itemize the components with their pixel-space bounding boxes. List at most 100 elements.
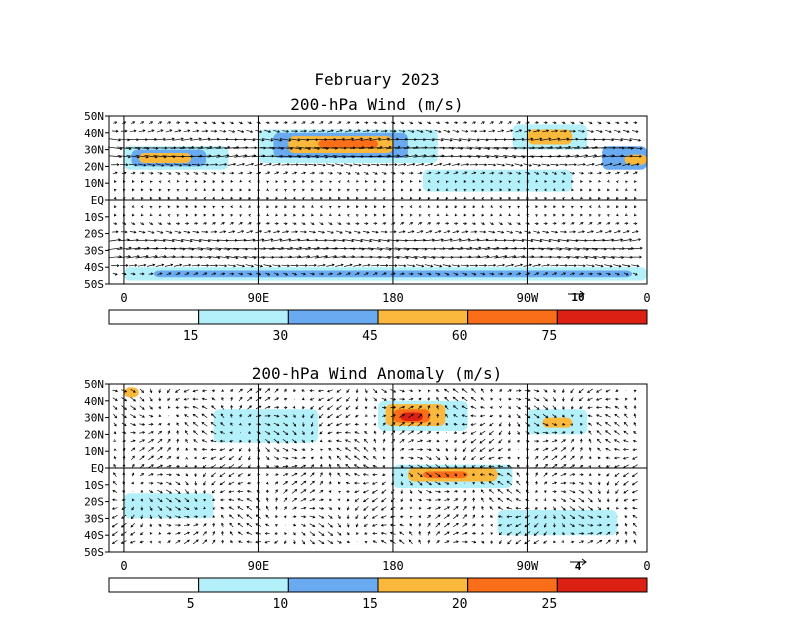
wind-vector-head bbox=[339, 181, 341, 183]
colorbar-segment bbox=[468, 310, 558, 324]
wind-vector-head bbox=[150, 214, 152, 216]
panel-title: 200-hPa Wind Anomaly (m/s) bbox=[252, 364, 502, 383]
wind-vector-head bbox=[410, 507, 412, 509]
lon-tick-label: 90E bbox=[248, 291, 270, 305]
colorbar-segment bbox=[378, 310, 468, 324]
lat-tick-label: 30S bbox=[84, 512, 104, 525]
wind-vector-head bbox=[159, 181, 161, 183]
wind-vector-head bbox=[356, 215, 358, 217]
lat-tick-label: 50N bbox=[84, 378, 104, 391]
wind-vector-head bbox=[158, 541, 160, 543]
colorbar-label: 60 bbox=[452, 329, 468, 344]
speed-region bbox=[423, 170, 572, 192]
colorbar-segment bbox=[199, 578, 289, 592]
lat-tick-label: 50N bbox=[84, 110, 104, 123]
wind-vector-head bbox=[177, 215, 179, 217]
lat-tick-label: 40N bbox=[84, 127, 104, 140]
lat-tick-label: 20S bbox=[84, 228, 104, 241]
lat-tick-label: 10S bbox=[84, 211, 104, 224]
lon-tick-label: 90W bbox=[517, 559, 539, 573]
speed-region bbox=[124, 493, 214, 518]
wind-vector-head bbox=[626, 181, 628, 183]
lat-tick-label: 30N bbox=[84, 412, 104, 425]
speed-region bbox=[498, 510, 618, 535]
lat-tick-label: 40S bbox=[84, 261, 104, 274]
lon-tick-label: 90W bbox=[517, 291, 539, 305]
wind-vector-head bbox=[419, 180, 421, 182]
colorbar-label: 15 bbox=[183, 329, 199, 344]
lat-tick-label: 10S bbox=[84, 479, 104, 492]
wind-vector-head bbox=[240, 215, 242, 217]
colorbar-segment bbox=[109, 310, 199, 324]
wind-vector-head bbox=[499, 399, 501, 401]
reference-vector: 4 bbox=[570, 559, 586, 573]
wind-vector-head bbox=[599, 180, 601, 182]
wind-vector-head bbox=[446, 214, 448, 216]
lon-tick-label: 0 bbox=[120, 559, 127, 573]
lon-tick-label: 90E bbox=[248, 559, 270, 573]
wind-vector-head bbox=[267, 181, 269, 183]
lat-tick-label: 20N bbox=[84, 428, 104, 441]
lat-tick-label: 50S bbox=[84, 546, 104, 559]
wind-vector-head bbox=[339, 491, 341, 493]
wind-vector-head bbox=[330, 181, 332, 183]
colorbar-label: 15 bbox=[362, 597, 378, 612]
colorbar-label: 30 bbox=[273, 329, 289, 344]
speed-region bbox=[124, 387, 139, 397]
wind-vector-head bbox=[509, 214, 511, 216]
colorbar-label: 75 bbox=[542, 329, 558, 344]
speed-region bbox=[423, 471, 468, 478]
colorbar-segment bbox=[199, 310, 289, 324]
colorbar-segment bbox=[109, 578, 199, 592]
speed-region bbox=[214, 409, 319, 443]
lon-tick-label: 0 bbox=[643, 291, 650, 305]
wind-anomaly-panel: 200-hPa Wind Anomaly (m/s) 50N 40N 30N 20N 1… bbox=[84, 364, 650, 612]
colorbar-segment bbox=[557, 310, 647, 324]
wind-vector-head bbox=[330, 214, 332, 216]
wind-vector-head bbox=[150, 181, 152, 183]
wind-vector-head bbox=[481, 525, 483, 527]
wind-vector-head bbox=[608, 180, 610, 182]
figure-title: February 2023 bbox=[314, 70, 439, 89]
wind-vector-head bbox=[249, 180, 251, 182]
reference-vector-label: 10 bbox=[571, 291, 584, 304]
colorbar-segment bbox=[378, 578, 468, 592]
wind-vector-head bbox=[561, 540, 563, 542]
colorbar-label: 20 bbox=[452, 597, 468, 612]
wind-vector-head bbox=[599, 215, 601, 217]
lat-tick-label: EQ bbox=[91, 462, 104, 475]
colorbar-segment bbox=[288, 578, 378, 592]
colorbar-label: 5 bbox=[187, 597, 195, 612]
wind-vector-head bbox=[536, 215, 538, 217]
lat-tick-label: EQ bbox=[91, 194, 104, 207]
lat-tick-label: 20S bbox=[84, 496, 104, 509]
wind-vector-head bbox=[366, 414, 368, 416]
lat-tick-label: 20N bbox=[84, 160, 104, 173]
colorbar-label: 25 bbox=[542, 597, 558, 612]
lon-tick-label: 180 bbox=[382, 291, 404, 305]
wind-panel: 200-hPa Wind (m/s) 50N40N30N20N10NEQ10S2… bbox=[84, 95, 650, 344]
colorbar-segment bbox=[288, 310, 378, 324]
wind-vector-head bbox=[617, 181, 619, 183]
wind-vector-head bbox=[113, 439, 115, 441]
wind-vector-head bbox=[357, 180, 359, 182]
lat-tick-label: 10N bbox=[84, 445, 104, 458]
wind-vector-head bbox=[321, 449, 323, 451]
panel-title: 200-hPa Wind (m/s) bbox=[290, 95, 463, 114]
wind-vector-head bbox=[168, 180, 170, 182]
lat-tick-label: 40N bbox=[84, 395, 104, 408]
colorbar-segment bbox=[557, 578, 647, 592]
lon-tick-label: 0 bbox=[643, 559, 650, 573]
lat-tick-label: 10N bbox=[84, 177, 104, 190]
lat-tick-label: 50S bbox=[84, 278, 104, 291]
wind-vector-head bbox=[348, 180, 350, 182]
reference-vector-label: 4 bbox=[575, 560, 582, 573]
longitude-tick-labels: 0 90E 180 90W 0 bbox=[120, 559, 650, 573]
lon-tick-label: 180 bbox=[382, 559, 404, 573]
wind-vector-head bbox=[499, 406, 501, 408]
